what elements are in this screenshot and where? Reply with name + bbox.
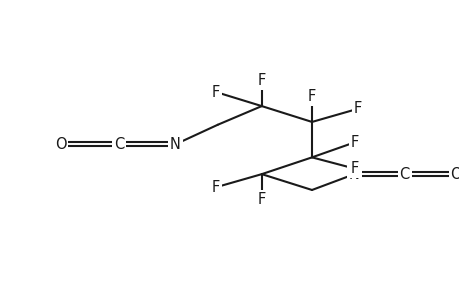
Text: C: C [398,167,409,182]
Text: N: N [348,167,359,182]
Text: F: F [349,135,358,150]
Text: O: O [55,137,67,152]
Text: C: C [113,137,124,152]
Text: F: F [212,85,220,100]
Text: N: N [170,137,180,152]
Text: F: F [212,180,220,195]
Text: F: F [349,161,358,176]
Text: F: F [257,192,265,207]
Text: F: F [307,89,315,104]
Text: F: F [353,101,361,116]
Text: O: O [450,167,459,182]
Text: F: F [257,74,265,88]
